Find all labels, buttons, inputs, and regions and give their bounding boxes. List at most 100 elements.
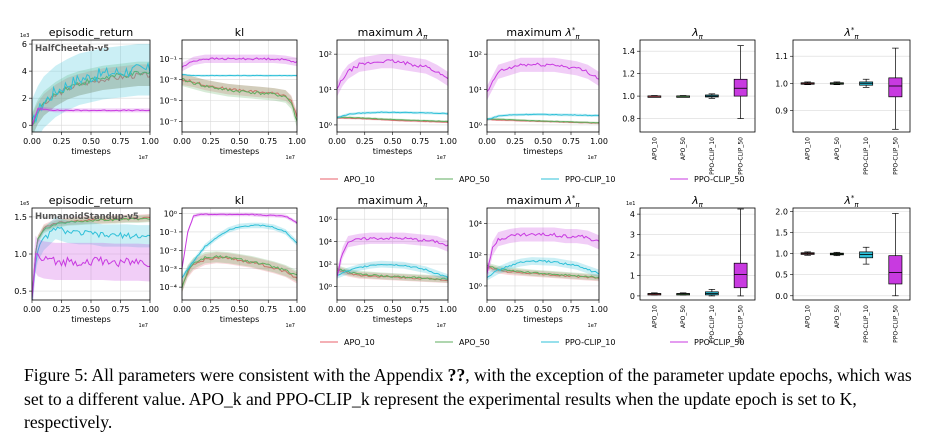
box-ppo-clip-50 [888,255,903,285]
series-line-apo-10 [337,269,448,282]
band-apo-50 [337,265,448,283]
y-tick-label: 10⁰ [164,210,177,219]
band-ppo-clip-50 [487,227,599,281]
band-ppo-clip-50 [32,235,150,300]
x-exponent: 1e7 [437,323,446,329]
subplot-2-4: maximum λ*π 10⁴ 10² 10⁰ 0.00 0.25 0.50 0.75 1.00… [469,194,608,329]
x-tick-label: 1.00 [141,137,159,146]
series-line-apo-50 [337,116,448,123]
x-axis-label: timesteps [71,315,111,324]
y-tick-label: 10⁰ [319,121,332,130]
y-tick-label: 10⁰ [469,282,482,291]
caption-label: Figure 5: [24,365,89,385]
x-tick-label: 0.50 [82,305,100,314]
chart-title: kl [235,26,244,39]
y-tick-label: 10² [469,50,482,59]
subplot-1-3: maximum λπ 10² 10¹ 10⁰ 0.00 0.25 0.50 0.75 1.00 t… [319,26,457,161]
series-line-apo-50 [487,118,599,124]
y-tick-label: 10² [319,260,332,269]
caption-ref: ?? [447,365,466,385]
axes-frame [486,207,600,301]
series-line-ppo-clip-10 [487,259,599,279]
x-tick-label: 0.00 [328,305,346,314]
subplot-1-6: λ*π 0.9 1.0 1.1 APO_10 APO_50 PPO-CLIP_10 PPO-C… [775,26,911,175]
legend-label-ppo-clip-50: PPO-CLIP_50 [694,175,744,184]
x-exponent: 1e7 [139,155,148,161]
series-line-ppo-clip-50 [182,213,297,269]
subplot-2-6: λ*π 2.0 1.5 1.0 0.5 0.0 APO_10 APO_50 PPO-CLIP_1… [775,194,911,343]
plot-area [32,213,150,300]
y-tick-label: 0.0 [775,292,788,301]
axes-frame [792,39,911,133]
chart-title: episodic_return [49,26,134,39]
x-tick-label: PPO-CLIP_10 [709,305,716,343]
x-tick-label: APO_50 [680,305,687,328]
x-tick-label: 1.00 [439,305,457,314]
band-apo-50 [32,61,150,132]
y-tick-label: 10⁴ [469,220,482,229]
x-tick-label: 1.00 [590,137,608,146]
series-line-ppo-clip-10 [32,226,150,300]
x-tick-label: PPO-CLIP_50 [892,305,899,343]
legend-2: APO_10 APO_50 PPO-CLIP_10 PPO-CLIP_50 [320,338,744,347]
y-tick-label: 10⁻⁵ [159,97,177,106]
x-axis-label: timesteps [523,147,563,156]
x-axis-label: timesteps [523,315,563,324]
x-tick-label: 1.00 [288,305,306,314]
y-tick-label: 10⁴ [319,238,332,247]
series-line-ppo-clip-10 [487,113,599,120]
x-axis-label: timesteps [373,147,413,156]
plot-area [32,44,150,132]
x-tick-label: 0.50 [82,137,100,146]
y-tick-label: 10⁻⁴ [159,283,177,292]
plot-area [337,232,448,284]
figure-caption: Figure 5: All parameters were consistent… [24,364,919,435]
y-tick-label: 10² [319,50,332,59]
plot-area [182,54,297,128]
chart-title: λ*π [843,194,859,209]
legend-label-apo-50: APO_50 [459,175,490,184]
y-tick-label: 1.0 [775,79,788,88]
legend-label-apo-10: APO_10 [344,338,375,347]
series-line-apo-10 [337,117,448,123]
legend-label-ppo-clip-10: PPO-CLIP_10 [565,175,615,184]
series-line-ppo-clip-10 [182,224,297,279]
y-tick-label: 10⁰ [469,121,482,130]
subplot-1-1: episodic_return 0 2 4 6 0.00 0.25 0.50 0.75 1.00 t… [20,26,159,161]
env-label: HalfCheetah-v5 [35,44,109,54]
y-tick-label: 2 [22,94,27,103]
plot-area [487,227,599,282]
chart-title: episodic_return [49,194,134,207]
y-exponent: 1e3 [20,33,29,39]
x-tick-label: 0.75 [411,137,429,146]
band-ppo-clip-10 [487,257,599,281]
series-line-ppo-clip-50 [182,57,297,68]
x-axis-label: timesteps [71,147,111,156]
y-tick-label: 0.8 [622,115,635,124]
x-exponent: 1e7 [588,323,597,329]
x-tick-label: 0.50 [384,137,402,146]
series-line-apo-50 [182,255,297,288]
y-tick-label: 1.0 [775,250,788,259]
x-tick-label: 0.50 [231,137,249,146]
band-ppo-clip-50 [337,232,448,281]
x-tick-label: 0.25 [356,305,374,314]
x-tick-label: 1.00 [288,137,306,146]
band-ppo-clip-50 [487,57,599,101]
chart-title: λπ [691,194,704,209]
x-tick-label: APO_10 [805,137,812,160]
x-tick-label: 0.75 [411,305,429,314]
x-tick-label: 0.00 [328,137,346,146]
x-exponent: 1e7 [437,155,446,161]
x-tick-label: 0.25 [506,137,524,146]
x-tick-label: APO_50 [834,305,841,328]
x-tick-label: 0.75 [259,137,277,146]
x-tick-label: 0.00 [23,305,41,314]
x-tick-label: APO_10 [651,137,658,160]
x-tick-label: 0.00 [173,305,191,314]
series-line-ppo-clip-50 [32,108,150,126]
legend-label-apo-10: APO_10 [344,175,375,184]
y-tick-label: 10⁻¹ [159,55,177,64]
caption-pre: All parameters were consistent with the … [88,365,448,385]
y-exponent: 1e1 [626,201,635,207]
